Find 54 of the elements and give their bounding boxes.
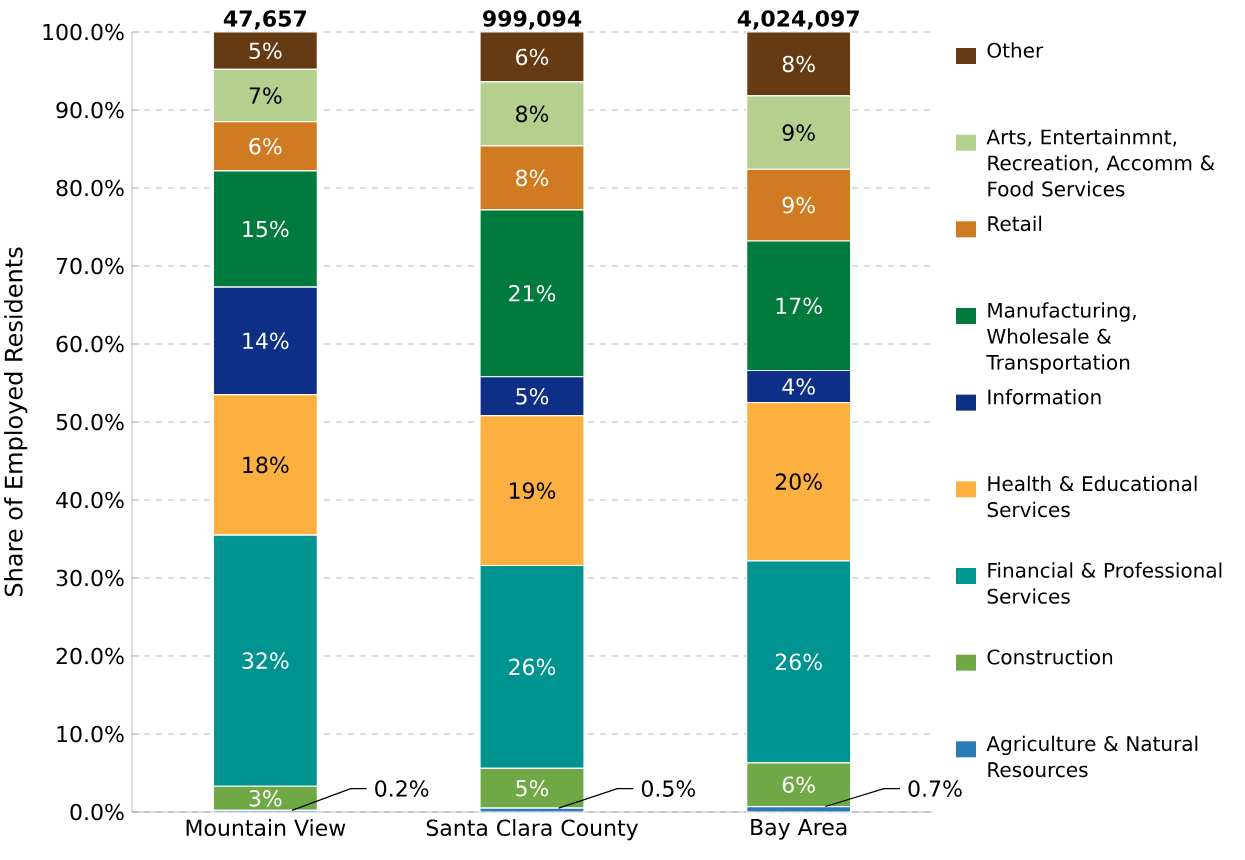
legend-label: Health & Educational Services <box>987 475 1197 518</box>
legend-label: Financial & Professional Services <box>987 562 1222 604</box>
data-label: 0.2% <box>375 780 429 797</box>
data-label: 3% <box>249 790 282 807</box>
y-tick-label: 80.0% <box>56 179 124 197</box>
annotation: 999,094 <box>483 10 582 30</box>
y-tick-label: 70.0% <box>56 257 124 275</box>
y-tick-label: 20.0% <box>56 647 124 665</box>
data-label: 5% <box>249 42 282 60</box>
legend-label: Agriculture & Natural Resources <box>986 735 1198 778</box>
x-tick-label: Bay Area <box>751 819 847 840</box>
data-label: 7% <box>249 87 282 104</box>
data-label: 26% <box>775 653 822 671</box>
annotation: 47,657 <box>223 10 307 30</box>
data-label: 19% <box>509 482 556 499</box>
data-label: 8% <box>516 169 549 187</box>
data-label: 4% <box>782 378 815 395</box>
y-tick-label: 10.0% <box>57 725 124 743</box>
legend-label: Information <box>988 389 1101 405</box>
y-tick-label: 90.0% <box>56 101 124 119</box>
data-label: 8% <box>782 55 815 73</box>
y-axis-title: Share of Employed Residents <box>4 247 28 597</box>
data-label: 26% <box>509 658 556 676</box>
data-label: 20% <box>775 473 822 490</box>
data-label: 6% <box>516 48 549 66</box>
y-tick-label: 100.0% <box>43 23 124 41</box>
y-tick-label: 30.0% <box>56 569 124 587</box>
data-label: 9% <box>782 124 815 141</box>
data-label: 5% <box>516 387 549 405</box>
data-label: 21% <box>509 284 556 302</box>
data-label: 14% <box>243 332 289 350</box>
y-tick-label: 50.0% <box>56 413 124 431</box>
data-label: 8% <box>516 105 549 123</box>
data-label: 18% <box>243 456 289 474</box>
data-label: 0.7% <box>908 780 962 797</box>
y-tick-label: 0.0% <box>70 803 124 821</box>
data-label: 0.5% <box>641 780 696 797</box>
legend-label: Construction <box>987 649 1113 665</box>
legend-label: Arts, Entertainmnt, Recreation, Accomm & Food Services <box>986 129 1215 197</box>
data-label: 6% <box>782 776 815 794</box>
data-label: 15% <box>243 220 289 238</box>
x-tick-label: Mountain View <box>186 819 346 837</box>
data-label: 32% <box>242 652 289 669</box>
legend-label: Retail <box>988 215 1042 232</box>
annotation: 4,024,097 <box>737 10 859 30</box>
legend-label: Other <box>987 42 1044 58</box>
y-tick-label: 40.0% <box>56 491 124 509</box>
data-label: 9% <box>782 196 815 214</box>
data-label: 5% <box>516 779 549 797</box>
data-label: 6% <box>249 137 282 155</box>
x-tick-label: Santa Clara County <box>426 819 639 841</box>
legend-label: Manufacturing, Wholesale & Transportation <box>986 302 1136 374</box>
y-tick-label: 60.0% <box>56 335 124 353</box>
data-label: 17% <box>776 297 822 315</box>
